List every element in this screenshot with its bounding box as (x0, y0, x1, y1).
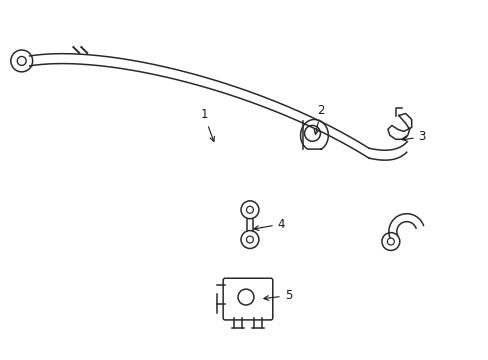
Text: 1: 1 (200, 108, 214, 141)
Text: 5: 5 (264, 289, 291, 302)
Text: 4: 4 (253, 218, 285, 231)
Text: 3: 3 (402, 130, 425, 143)
Text: 2: 2 (313, 104, 324, 134)
